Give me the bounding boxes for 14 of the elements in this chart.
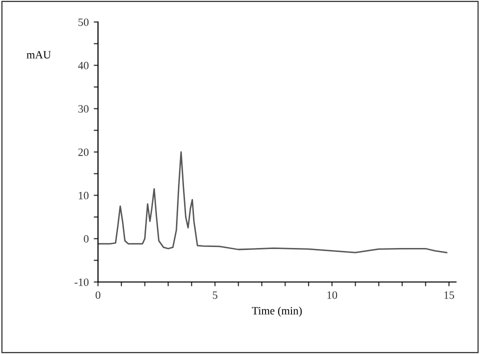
- x-tick-label: 5: [212, 291, 218, 299]
- x-tick-label: 0: [96, 291, 100, 299]
- x-tick-label: 10: [327, 291, 338, 299]
- y-axis-title: mAU: [26, 51, 51, 59]
- line-series: [98, 151, 448, 254]
- y-tick-label: 20: [78, 148, 89, 156]
- y-tick-label: 50: [78, 18, 89, 26]
- y-tick-label: 40: [78, 62, 89, 70]
- y-tick-label: 0: [84, 235, 89, 243]
- y-tick-label: -10: [74, 278, 89, 286]
- y-tick-label: 10: [78, 192, 89, 200]
- y-tick-label: 30: [78, 105, 89, 113]
- x-tick-label: 15: [444, 291, 454, 299]
- x-axis-title: Time (min): [252, 306, 302, 317]
